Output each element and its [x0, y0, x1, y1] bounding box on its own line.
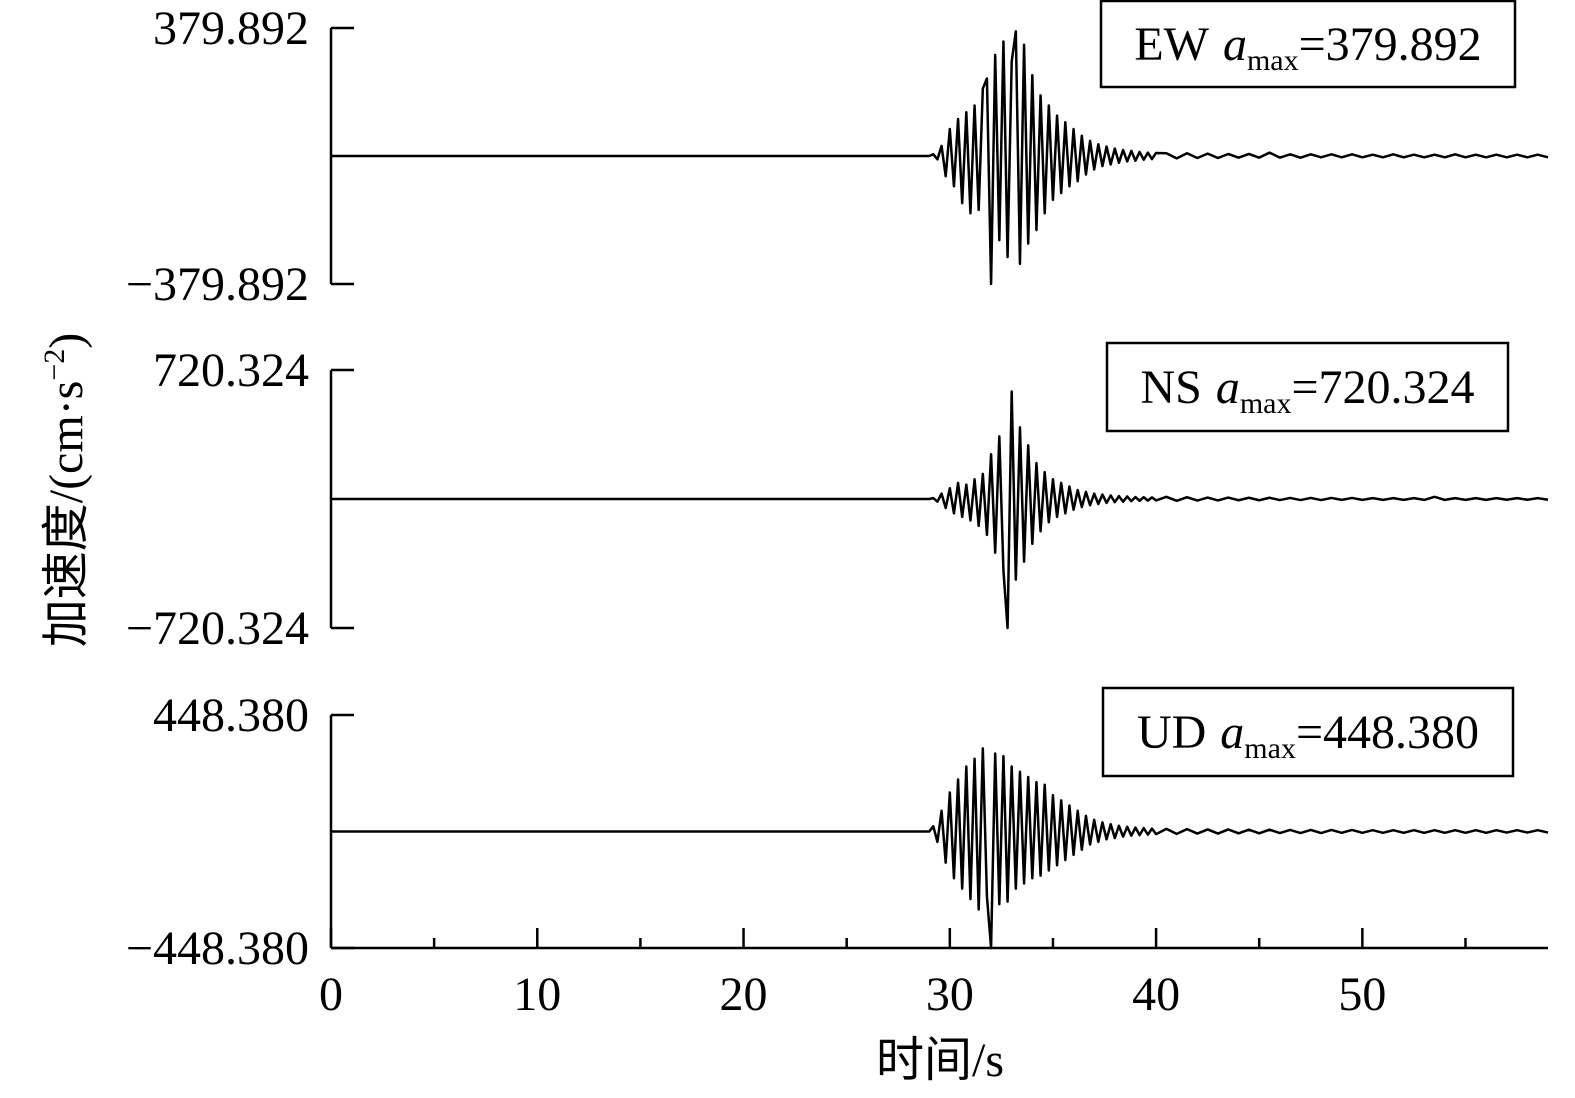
annotation-value: =720.324	[1291, 361, 1474, 414]
annotation-subscript: max	[1240, 387, 1292, 420]
annotation-symbol: a	[1216, 361, 1240, 414]
annotation-label: UD	[1137, 706, 1206, 759]
annotation-box	[1101, 686, 1515, 778]
annotation: EW amax=379.892	[1134, 18, 1481, 77]
annotation: UD amax=448.380	[1137, 706, 1479, 765]
y-axis-label-text: 加速度/(cm·s	[40, 381, 93, 648]
y-tick-label: −720.324	[126, 602, 309, 655]
annotation-subscript: max	[1244, 732, 1296, 765]
y-tick-label: −379.892	[126, 258, 309, 311]
annotation-value: =379.892	[1299, 18, 1482, 71]
annotation-label: EW	[1134, 18, 1209, 71]
y-axis-label-exponent: −2	[38, 349, 71, 381]
y-tick-label: 379.892	[153, 2, 309, 55]
x-tick-label: 20	[720, 968, 768, 1021]
y-tick-label: 720.324	[153, 344, 309, 397]
y-axis-label: 加速度/(cm·s−2)	[38, 333, 93, 648]
annotation-label: NS	[1140, 361, 1201, 414]
trace-line	[331, 747, 1549, 950]
x-tick-label: 10	[513, 968, 561, 1021]
x-tick-label: 50	[1338, 968, 1386, 1021]
y-tick-label: 448.380	[153, 689, 309, 742]
annotation-box	[1105, 341, 1510, 433]
annotation-value: =448.380	[1296, 706, 1479, 759]
trace-line	[331, 30, 1549, 286]
annotation-box	[1099, 0, 1517, 89]
x-tick-label: 0	[319, 968, 343, 1021]
x-tick-label: 30	[926, 968, 974, 1021]
annotation-symbol: a	[1223, 18, 1247, 71]
annotation-subscript: max	[1247, 44, 1299, 77]
x-tick-label: 40	[1132, 968, 1180, 1021]
trace-line	[331, 390, 1549, 630]
y-axis-label-close: )	[40, 333, 93, 349]
x-axis-label: 时间/s	[876, 1034, 1004, 1087]
y-tick-label: −448.380	[126, 922, 309, 975]
annotation-symbol: a	[1220, 706, 1244, 759]
annotation: NS amax=720.324	[1140, 361, 1474, 420]
